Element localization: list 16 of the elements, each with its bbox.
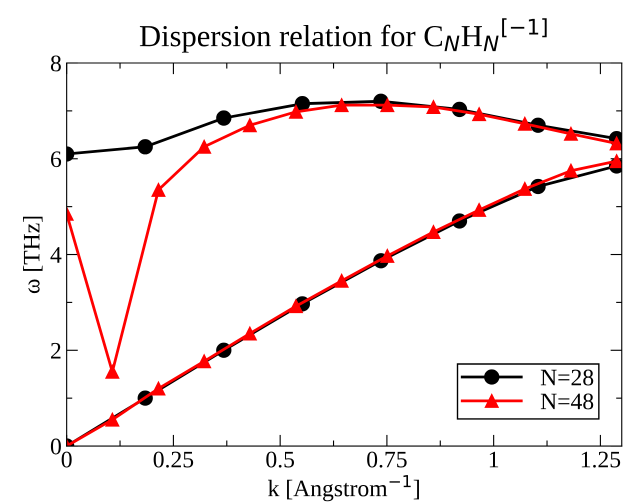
y-axis-title: ω [THz] <box>23 216 43 294</box>
y-tick-label: 2 <box>51 342 60 358</box>
y-tick-label: 8 <box>50 55 61 72</box>
y-tick-label: 4 <box>50 247 62 263</box>
x-tick-label: 0.5 <box>266 452 294 468</box>
x-axis-title: k [Angstrom$^{−1}$] <box>268 475 419 502</box>
y-tick-label: 0 <box>50 438 61 454</box>
x-tick-label: 1 <box>490 452 498 468</box>
chart-title: Dispersion relation for C$_{N}$H$_{N}$$^{[−1]}$ <box>140 18 547 53</box>
x-tick-label: 0 <box>62 452 72 468</box>
legend-label: N=48 <box>540 393 594 410</box>
x-tick-label: 0.25 <box>154 452 194 468</box>
y-tick-label: 6 <box>51 151 62 168</box>
x-tick-label: 1.25 <box>582 452 620 468</box>
x-tick-label: 0.75 <box>367 452 407 468</box>
legend-label: N=28 <box>540 370 594 386</box>
